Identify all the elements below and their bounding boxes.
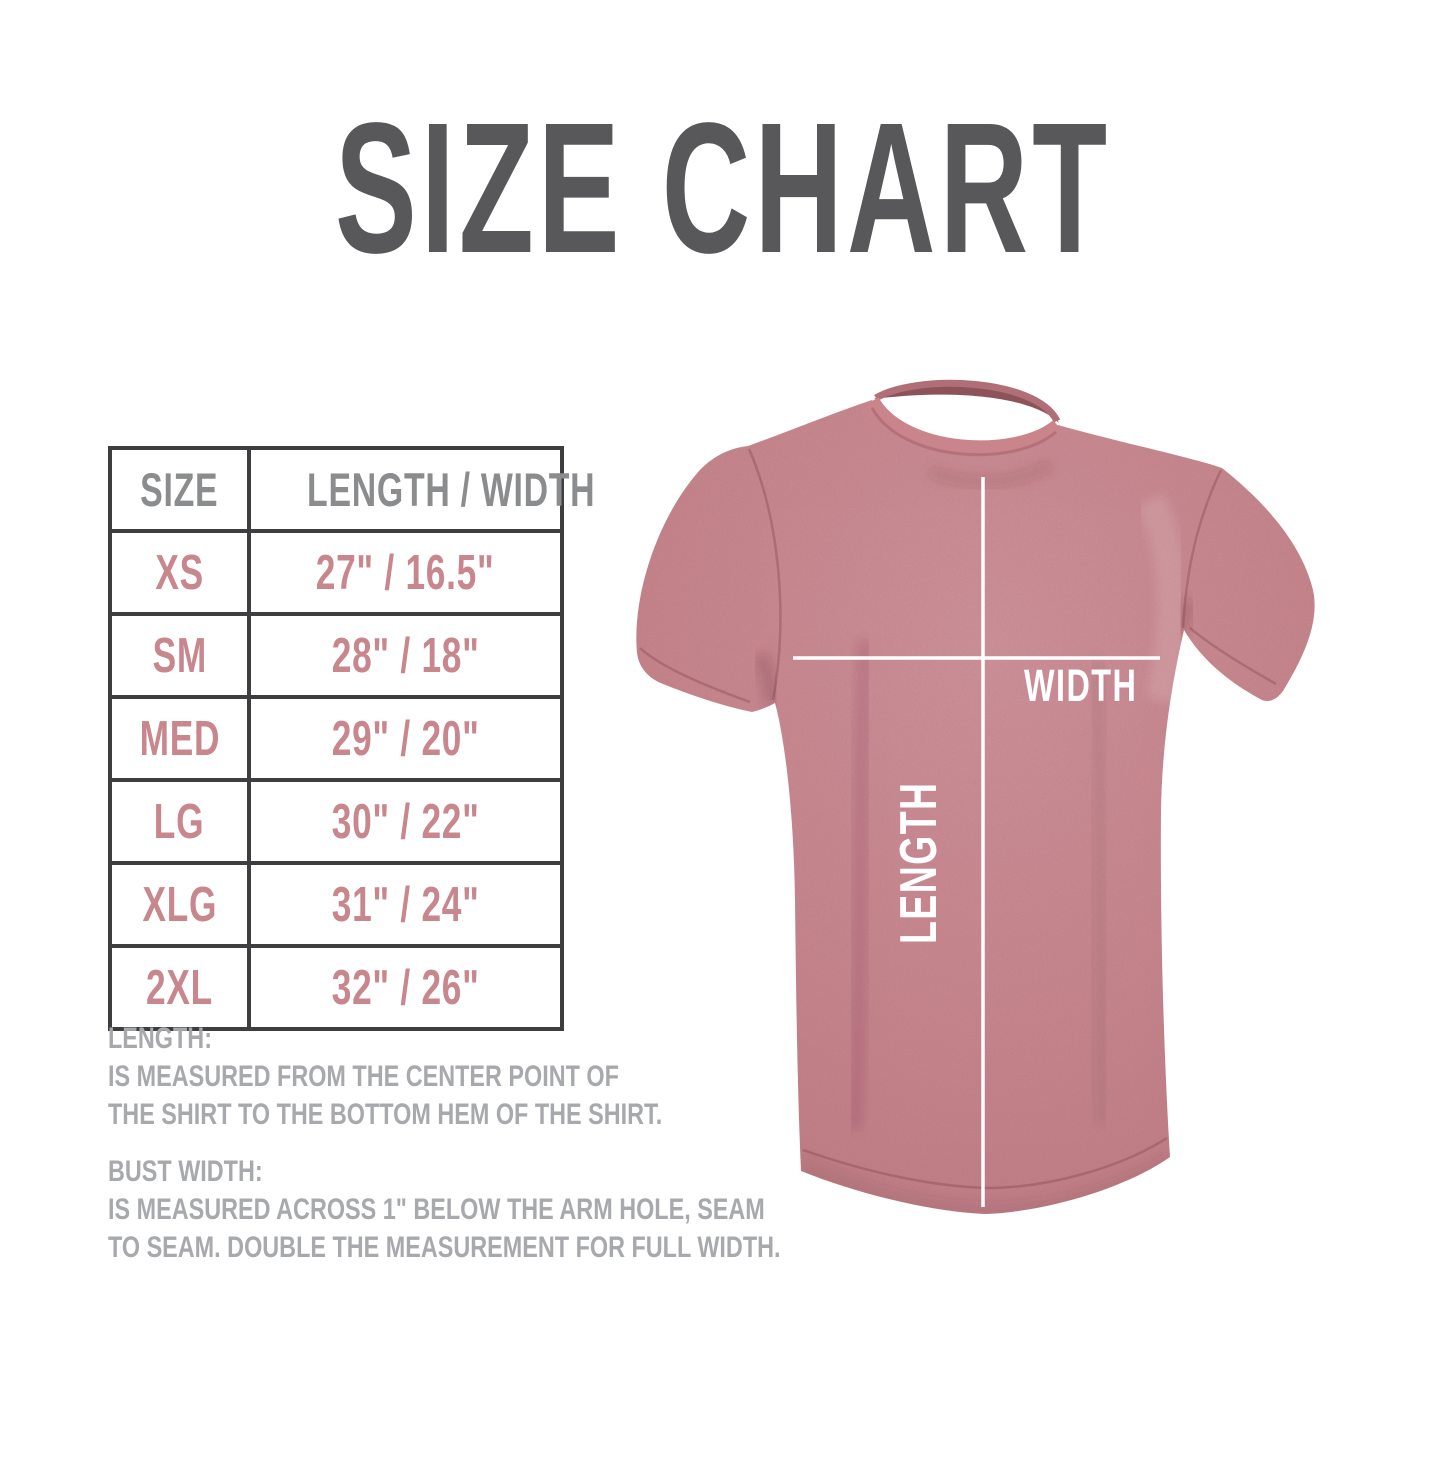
length-label: LENGTH bbox=[889, 781, 948, 944]
measurement-cell: 31" / 24" bbox=[247, 861, 564, 948]
bust-width-note-line: TO SEAM. DOUBLE THE MEASUREMENT FOR FULL… bbox=[108, 1231, 781, 1264]
tshirt-body bbox=[636, 379, 1315, 1214]
table-row: 2XL 32" / 26" bbox=[108, 944, 564, 1031]
seams bbox=[639, 448, 1277, 1190]
page-title: SIZE CHART bbox=[0, 96, 1445, 282]
fabric-texture bbox=[636, 400, 1315, 1214]
size-cell: XS bbox=[108, 529, 251, 616]
measurement-cell: 27" / 16.5" bbox=[247, 529, 564, 616]
length-note-heading: LENGTH: bbox=[108, 1022, 212, 1055]
table-row: LG 30" / 22" bbox=[108, 778, 564, 865]
table-row: XLG 31" / 24" bbox=[108, 861, 564, 948]
size-cell: 2XL bbox=[108, 944, 251, 1031]
table-row: XS 27" / 16.5" bbox=[108, 529, 564, 616]
measurement-cell: 29" / 20" bbox=[247, 695, 564, 782]
size-cell: XLG bbox=[108, 861, 251, 948]
measurement-cell: 28" / 18" bbox=[247, 612, 564, 699]
size-cell: MED bbox=[108, 695, 251, 782]
length-note-line: THE SHIRT TO THE BOTTOM HEM OF THE SHIRT… bbox=[108, 1098, 663, 1131]
measurement-notes: LENGTH: IS MEASURED FROM THE CENTER POIN… bbox=[108, 1020, 808, 1267]
size-cell: SM bbox=[108, 612, 251, 699]
bust-width-note-line: IS MEASURED ACROSS 1" BELOW THE ARM HOLE… bbox=[108, 1193, 765, 1226]
length-note-line: IS MEASURED FROM THE CENTER POINT OF bbox=[108, 1060, 619, 1093]
table-row: SM 28" / 18" bbox=[108, 612, 564, 699]
collar bbox=[865, 379, 1063, 457]
table-row: MED 29" / 20" bbox=[108, 695, 564, 782]
size-table-header-row: SIZE LENGTH / WIDTH bbox=[108, 446, 595, 533]
length-width-column-header: LENGTH / WIDTH bbox=[247, 446, 595, 533]
page-title-text: SIZE CHART bbox=[334, 85, 1111, 292]
size-cell: LG bbox=[108, 778, 251, 865]
measurement-cell: 30" / 22" bbox=[247, 778, 564, 865]
width-label: WIDTH bbox=[1024, 662, 1137, 711]
measurement-cell: 32" / 26" bbox=[247, 944, 564, 1031]
bust-width-note-heading: BUST WIDTH: bbox=[108, 1155, 263, 1188]
size-column-header: SIZE bbox=[108, 446, 251, 533]
size-table: SIZE LENGTH / WIDTH XS 27" / 16.5" SM 28… bbox=[108, 446, 595, 1031]
